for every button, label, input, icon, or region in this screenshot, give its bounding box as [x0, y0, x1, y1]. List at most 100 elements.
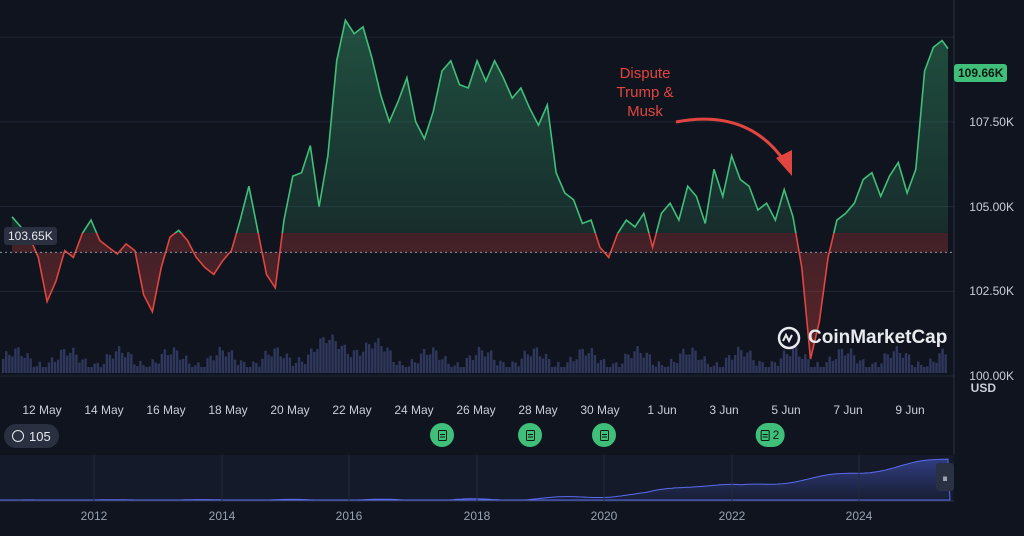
- volume-bar: [730, 359, 734, 373]
- news-marker[interactable]: [518, 423, 542, 447]
- navigator-handle[interactable]: [936, 463, 954, 491]
- volume-bar: [319, 338, 322, 373]
- volume-bar: [285, 353, 289, 373]
- volume-bar: [764, 367, 767, 373]
- volume-bar: [297, 357, 301, 373]
- volume-bar: [874, 362, 877, 373]
- volume-bar: [807, 359, 810, 373]
- volume-bar: [746, 352, 749, 373]
- volume-bar: [5, 351, 8, 373]
- volume-bar: [288, 357, 292, 373]
- price-line: [11, 18, 949, 360]
- volume-bar: [785, 354, 789, 373]
- volume-bar: [752, 360, 755, 373]
- history-button[interactable]: 105: [4, 424, 59, 448]
- news-count: 2: [772, 428, 780, 442]
- volume-bar: [84, 358, 87, 373]
- volume-bar: [429, 354, 432, 373]
- volume-bar: [407, 366, 411, 373]
- volume-bar: [450, 367, 453, 373]
- volume-bar: [444, 355, 447, 373]
- volume-bar: [740, 350, 743, 373]
- volume-bar: [831, 360, 834, 373]
- volume-bar: [846, 353, 850, 373]
- volume-bar: [114, 351, 118, 373]
- volume-bar: [246, 367, 249, 373]
- volume-bar: [825, 362, 828, 373]
- volume-bar: [310, 348, 313, 373]
- volume-bar: [435, 350, 438, 373]
- volume-bar: [334, 341, 337, 373]
- volume-bar: [392, 361, 395, 373]
- volume-bar: [151, 359, 154, 373]
- volume-bar: [673, 361, 676, 373]
- volume-bar: [258, 366, 261, 373]
- volume-bar: [404, 367, 407, 373]
- news-marker[interactable]: [592, 423, 616, 447]
- volume-bar: [133, 364, 136, 373]
- volume-bar: [758, 360, 761, 373]
- volume-bar: [291, 365, 295, 373]
- news-marker[interactable]: 2: [755, 423, 785, 447]
- volume-bar: [529, 356, 533, 373]
- volume-bar: [852, 355, 856, 373]
- volume-bar: [486, 352, 490, 373]
- volume-bar: [8, 354, 11, 373]
- news-marker[interactable]: [430, 423, 454, 447]
- volume-bar: [142, 365, 145, 373]
- volume-bar: [907, 354, 911, 373]
- volume-bar: [200, 367, 203, 373]
- volume-bar: [877, 367, 880, 373]
- volume-bar: [547, 358, 551, 373]
- volume-bar: [20, 356, 23, 373]
- volume-bar: [185, 355, 188, 373]
- volume-bar: [654, 366, 658, 373]
- volume-bar: [279, 356, 282, 373]
- volume-bar: [605, 367, 609, 373]
- navigator[interactable]: ⏸: [0, 455, 954, 502]
- volume-bar: [554, 366, 557, 373]
- volume-bar: [645, 352, 648, 373]
- volume-bar: [416, 363, 420, 373]
- volume-bar: [63, 349, 66, 373]
- volume-bar: [813, 366, 816, 373]
- document-icon: [599, 429, 609, 441]
- volume-bar: [377, 338, 380, 373]
- volume-bar: [474, 355, 478, 373]
- volume-bar: [349, 357, 353, 373]
- volume-bar: [557, 361, 560, 373]
- volume-bar: [471, 359, 475, 373]
- volume-bar: [346, 353, 350, 373]
- volume-bar: [862, 359, 865, 373]
- volume-bar: [307, 354, 310, 373]
- volume-bar: [264, 350, 267, 373]
- volume-bar: [78, 362, 81, 373]
- annotation-arrow: [675, 117, 787, 163]
- volume-bar: [459, 367, 462, 373]
- volume-bar: [398, 360, 401, 373]
- volume-bar: [791, 348, 795, 373]
- volume-bar: [99, 367, 102, 373]
- volume-bar: [599, 360, 603, 373]
- volume-bar: [859, 360, 862, 373]
- volume-bar: [618, 367, 621, 373]
- volume-bar: [105, 354, 109, 373]
- volume-bar: [718, 367, 722, 373]
- volume-bar: [53, 361, 57, 373]
- volume-bar: [313, 351, 316, 373]
- volume-bar: [828, 356, 831, 373]
- document-icon: [437, 429, 447, 441]
- volume-bar: [596, 363, 600, 373]
- volume-bar: [688, 354, 691, 373]
- annotation-text: Dispute Trump & Musk: [616, 65, 674, 120]
- volume-bar: [779, 358, 783, 373]
- volume-bar: [566, 362, 569, 373]
- x-tick-label: 30 May: [580, 403, 620, 417]
- volume-bar: [749, 350, 752, 373]
- volume-bar: [517, 366, 520, 373]
- y-tick-label: 105.00K: [969, 199, 1014, 214]
- volume-bar: [889, 357, 892, 373]
- volume-bar: [636, 346, 639, 373]
- volume-bar: [898, 353, 902, 373]
- volume-bar: [935, 362, 938, 373]
